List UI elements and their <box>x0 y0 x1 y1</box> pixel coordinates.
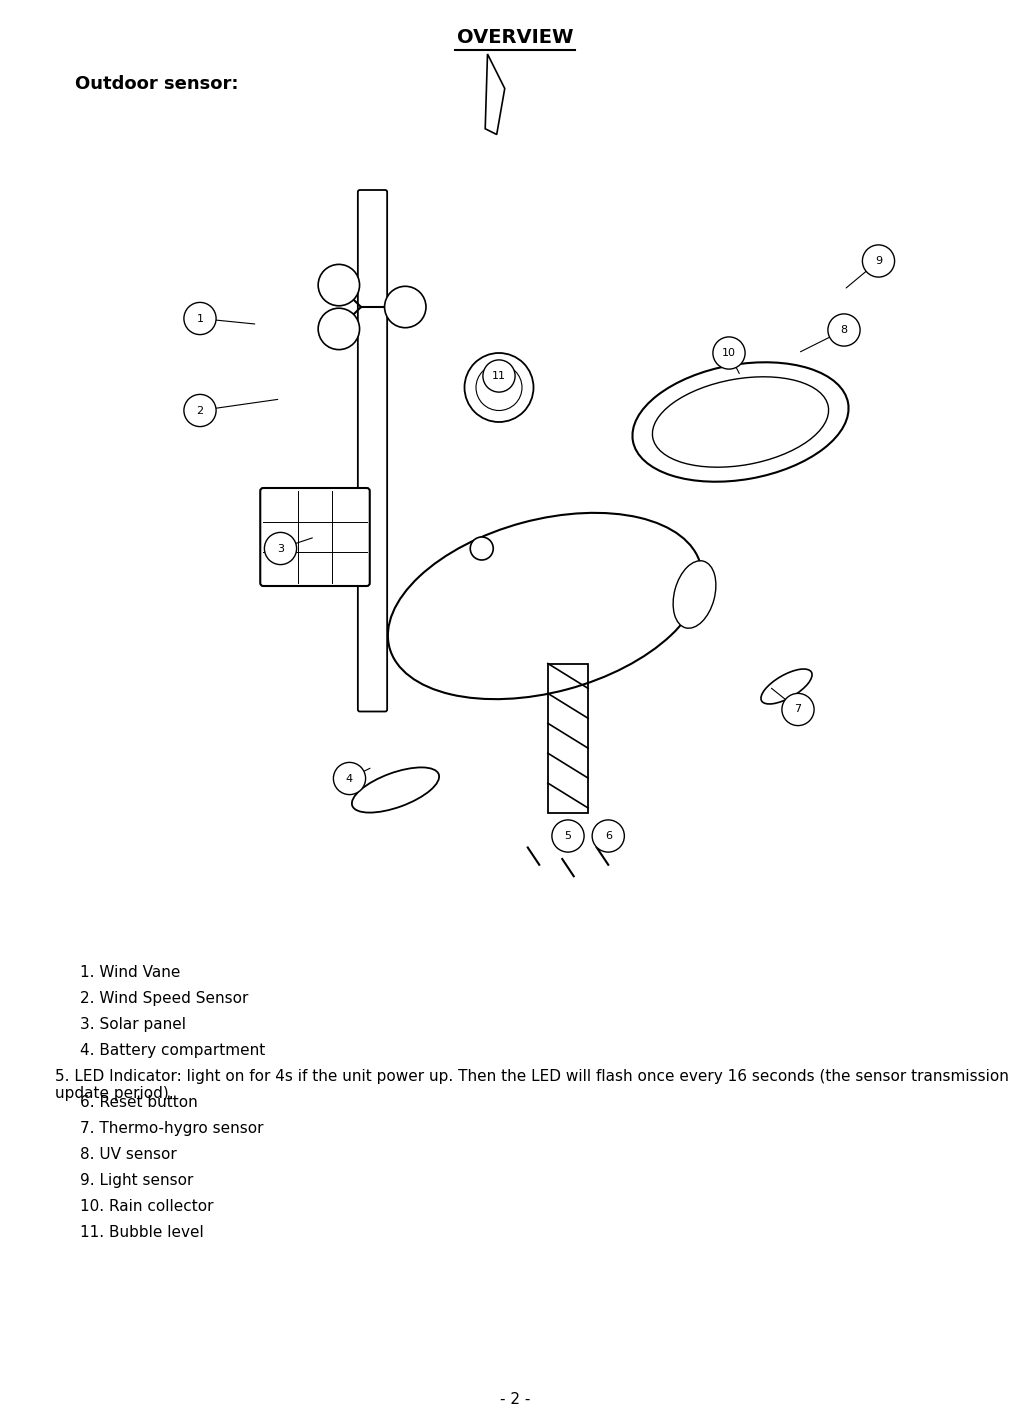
Ellipse shape <box>653 377 829 467</box>
Text: Outdoor sensor:: Outdoor sensor: <box>75 76 238 93</box>
Circle shape <box>483 360 516 392</box>
Text: 6. Reset button: 6. Reset button <box>80 1095 198 1110</box>
Circle shape <box>476 364 522 411</box>
Text: 3: 3 <box>277 544 284 554</box>
Text: 11. Bubble level: 11. Bubble level <box>80 1224 204 1240</box>
Text: 9: 9 <box>875 255 883 265</box>
Text: 8. UV sensor: 8. UV sensor <box>80 1147 176 1162</box>
Polygon shape <box>486 54 505 134</box>
FancyBboxPatch shape <box>260 488 370 586</box>
Circle shape <box>781 694 814 725</box>
Text: 4: 4 <box>346 773 353 783</box>
Text: 1: 1 <box>197 314 203 324</box>
Circle shape <box>592 821 625 852</box>
Text: OVERVIEW: OVERVIEW <box>457 29 573 47</box>
Circle shape <box>319 264 360 305</box>
Text: 7: 7 <box>795 705 801 715</box>
Text: 8: 8 <box>840 325 847 335</box>
Circle shape <box>264 532 297 565</box>
Text: 5. LED Indicator: light on for 4s if the unit power up. Then the LED will flash : 5. LED Indicator: light on for 4s if the… <box>55 1069 1009 1102</box>
Text: 7. Thermo-hygro sensor: 7. Thermo-hygro sensor <box>80 1122 264 1136</box>
Circle shape <box>712 337 745 370</box>
Circle shape <box>184 303 217 334</box>
Ellipse shape <box>673 561 716 628</box>
Text: 5: 5 <box>565 831 571 841</box>
Ellipse shape <box>632 362 849 482</box>
Circle shape <box>465 352 533 422</box>
Text: 2: 2 <box>197 405 203 415</box>
Circle shape <box>828 314 860 347</box>
Circle shape <box>385 287 426 328</box>
Text: 11: 11 <box>492 371 506 381</box>
Circle shape <box>470 537 493 559</box>
Circle shape <box>552 821 585 852</box>
Circle shape <box>862 245 895 277</box>
Text: 10. Rain collector: 10. Rain collector <box>80 1199 213 1214</box>
Text: 2. Wind Speed Sensor: 2. Wind Speed Sensor <box>80 990 248 1006</box>
Ellipse shape <box>388 512 702 699</box>
Text: 10: 10 <box>722 348 736 358</box>
Ellipse shape <box>352 768 439 812</box>
Text: 6: 6 <box>605 831 611 841</box>
FancyBboxPatch shape <box>358 190 388 712</box>
Text: 4. Battery compartment: 4. Battery compartment <box>80 1043 265 1057</box>
Circle shape <box>184 394 217 427</box>
Text: - 2 -: - 2 - <box>500 1393 530 1407</box>
Circle shape <box>319 308 360 350</box>
Text: 3. Solar panel: 3. Solar panel <box>80 1017 186 1032</box>
Text: 1. Wind Vane: 1. Wind Vane <box>80 965 180 980</box>
Circle shape <box>333 762 366 795</box>
Bar <box>547 664 588 813</box>
Text: 9. Light sensor: 9. Light sensor <box>80 1173 194 1189</box>
Ellipse shape <box>761 669 812 704</box>
